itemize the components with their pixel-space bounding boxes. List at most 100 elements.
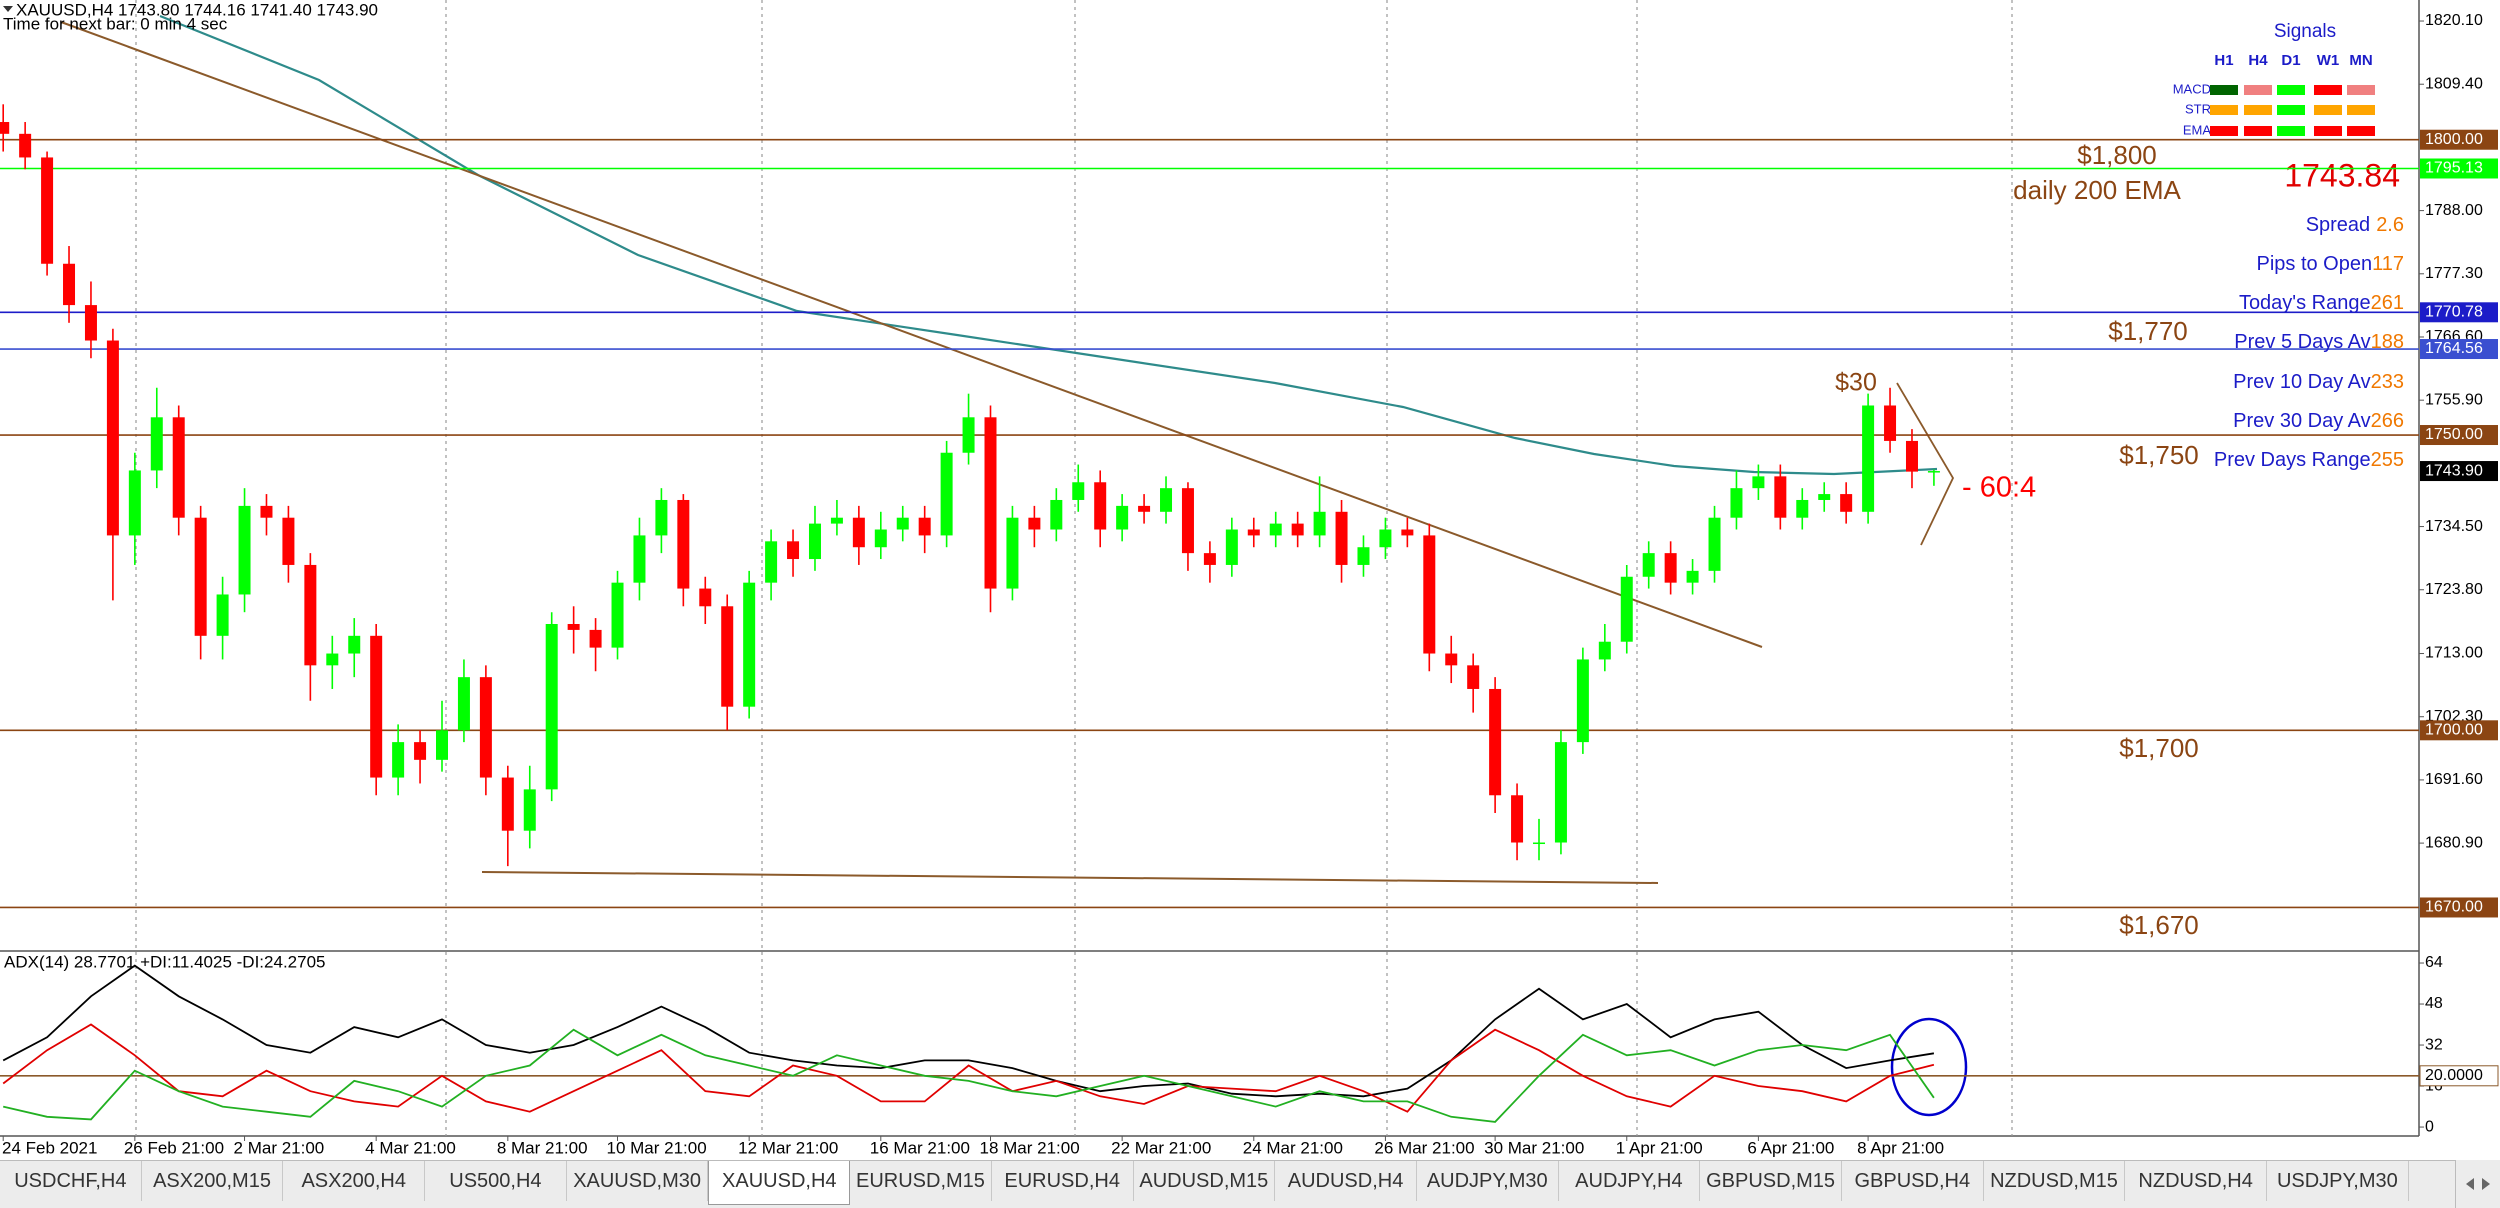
chart-tab[interactable]: ASX200,H4 bbox=[283, 1161, 426, 1201]
signal-column: D1 bbox=[2281, 52, 2300, 69]
chart-tab[interactable]: US500,H4 bbox=[425, 1161, 567, 1201]
candle-body bbox=[172, 417, 185, 518]
candle-body bbox=[1028, 517, 1041, 530]
candle-body bbox=[545, 624, 558, 790]
candle-body bbox=[589, 629, 602, 648]
candle-body bbox=[1467, 665, 1480, 689]
candle-body bbox=[1335, 511, 1348, 565]
chart-tab[interactable]: XAUUSD,M30 bbox=[567, 1161, 709, 1201]
level-label: 1764.56 bbox=[2425, 340, 2483, 357]
candle-body bbox=[282, 517, 295, 565]
candle-body bbox=[1905, 440, 1918, 472]
candle-body bbox=[1291, 523, 1304, 536]
candle-body bbox=[1138, 505, 1151, 512]
chart-tab[interactable]: EURUSD,M15 bbox=[850, 1161, 992, 1201]
y-tick-label: 1820.10 bbox=[2425, 12, 2483, 29]
signal-column: W1 bbox=[2317, 52, 2340, 69]
highlight-circle bbox=[1890, 1017, 1968, 1117]
annotation: $1,800 bbox=[2077, 140, 2157, 170]
chart-tab[interactable]: GBPUSD,M15 bbox=[1700, 1161, 1842, 1201]
candle-body bbox=[852, 517, 865, 548]
candle-body bbox=[84, 305, 97, 341]
candle-body bbox=[1445, 653, 1458, 666]
chart-tab[interactable]: EURUSD,H4 bbox=[992, 1161, 1134, 1201]
signal-cell bbox=[2347, 105, 2375, 115]
signal-cell bbox=[2244, 85, 2272, 95]
candle-body bbox=[1313, 511, 1326, 536]
candle-body bbox=[1774, 476, 1787, 518]
y-tick-label: 32 bbox=[2425, 1036, 2443, 1053]
trend-line bbox=[60, 21, 1763, 648]
chart-tab[interactable]: GBPUSD,H4 bbox=[1842, 1161, 1984, 1201]
signal-cell bbox=[2314, 85, 2342, 95]
candle-body bbox=[1664, 553, 1677, 583]
chart-tab[interactable]: USDCHF,H4 bbox=[0, 1161, 142, 1201]
bar-timer: Time for next bar: 0 min 4 sec bbox=[3, 14, 228, 33]
chart-tab[interactable]: NZDUSD,H4 bbox=[2125, 1161, 2267, 1201]
candle-body bbox=[216, 594, 229, 636]
candle-body bbox=[1840, 494, 1853, 512]
candle-body bbox=[567, 624, 580, 630]
signal-column: H1 bbox=[2214, 52, 2233, 69]
candle-body bbox=[1884, 405, 1897, 441]
stat: Today's Range261 bbox=[2239, 292, 2404, 314]
candle-body bbox=[392, 742, 405, 778]
annotation: $1,670 bbox=[2119, 910, 2199, 940]
candle-body bbox=[194, 517, 207, 636]
chart-tab[interactable]: NZDUSD,M15 bbox=[1984, 1161, 2126, 1201]
candle-body bbox=[1533, 842, 1545, 845]
signal-cell bbox=[2210, 126, 2238, 136]
chart-tab[interactable]: ASX200,M15 bbox=[142, 1161, 284, 1201]
stat-value: 188 bbox=[2371, 331, 2404, 353]
chart-tab[interactable]: XAUUSD,H4 bbox=[708, 1161, 851, 1205]
level-label: 20.0000 bbox=[2425, 1067, 2483, 1084]
candle-body bbox=[699, 588, 712, 607]
candle-body bbox=[238, 505, 251, 595]
x-tick-label: 1 Apr 21:00 bbox=[1616, 1138, 1703, 1157]
x-tick-label: 6 Apr 21:00 bbox=[1747, 1138, 1834, 1157]
candle-body bbox=[414, 742, 427, 760]
annotation: $1,700 bbox=[2119, 733, 2199, 763]
candle-body bbox=[1094, 482, 1107, 530]
x-tick-label: 24 Feb 2021 bbox=[2, 1138, 97, 1157]
tab-bar: USDCHF,H4 ASX200,M15 ASX200,H4 US500,H4 XAUU… bbox=[0, 1160, 2500, 1208]
candle-body bbox=[63, 263, 76, 306]
y-tick-label: 0 bbox=[2425, 1118, 2434, 1135]
candle-body bbox=[479, 677, 492, 778]
stat-value: 2.6 bbox=[2376, 214, 2404, 236]
stat-label: Prev 5 Days Av bbox=[2234, 331, 2370, 353]
level-box bbox=[2420, 720, 2498, 741]
signal-cell bbox=[2277, 105, 2305, 115]
level-box bbox=[2420, 425, 2498, 446]
candle-body bbox=[1489, 688, 1502, 796]
candle-body bbox=[501, 777, 514, 831]
signal-cell bbox=[2210, 85, 2238, 95]
chart-tab[interactable]: AUDJPY,M30 bbox=[1417, 1161, 1559, 1201]
candle-body bbox=[1116, 505, 1129, 530]
candle-body bbox=[1181, 488, 1194, 554]
candle-body bbox=[611, 582, 624, 648]
annotation: $1,770 bbox=[2108, 316, 2188, 346]
candle-body bbox=[128, 470, 141, 536]
candle-body bbox=[1686, 570, 1699, 583]
annotation: - 60:4 bbox=[1962, 472, 2036, 504]
indicator-line bbox=[2, 1028, 1935, 1123]
candle-body bbox=[1006, 517, 1019, 589]
level-box bbox=[2420, 158, 2498, 179]
chart-tab[interactable]: AUDUSD,H4 bbox=[1275, 1161, 1417, 1201]
signal-row-label: MACD bbox=[2173, 81, 2211, 96]
x-tick-label: 8 Apr 21:00 bbox=[1857, 1138, 1944, 1157]
chart-tab[interactable]: AUDUSD,M15 bbox=[1134, 1161, 1276, 1201]
signal-column: MN bbox=[2349, 52, 2372, 69]
stat-value: 233 bbox=[2371, 371, 2404, 393]
current-price: 1743.84 bbox=[2284, 157, 2400, 193]
chart-tab[interactable]: AUDJPY,H4 bbox=[1559, 1161, 1701, 1201]
x-tick-label: 26 Mar 21:00 bbox=[1374, 1138, 1474, 1157]
tab-scroll[interactable] bbox=[2455, 1160, 2500, 1208]
candle-body bbox=[808, 523, 821, 560]
level-box bbox=[2419, 1065, 2499, 1087]
ema-200-line bbox=[159, 14, 1938, 476]
chart-tab[interactable]: USDJPY,M30 bbox=[2267, 1161, 2409, 1201]
triangle-drawing bbox=[1896, 382, 1955, 546]
